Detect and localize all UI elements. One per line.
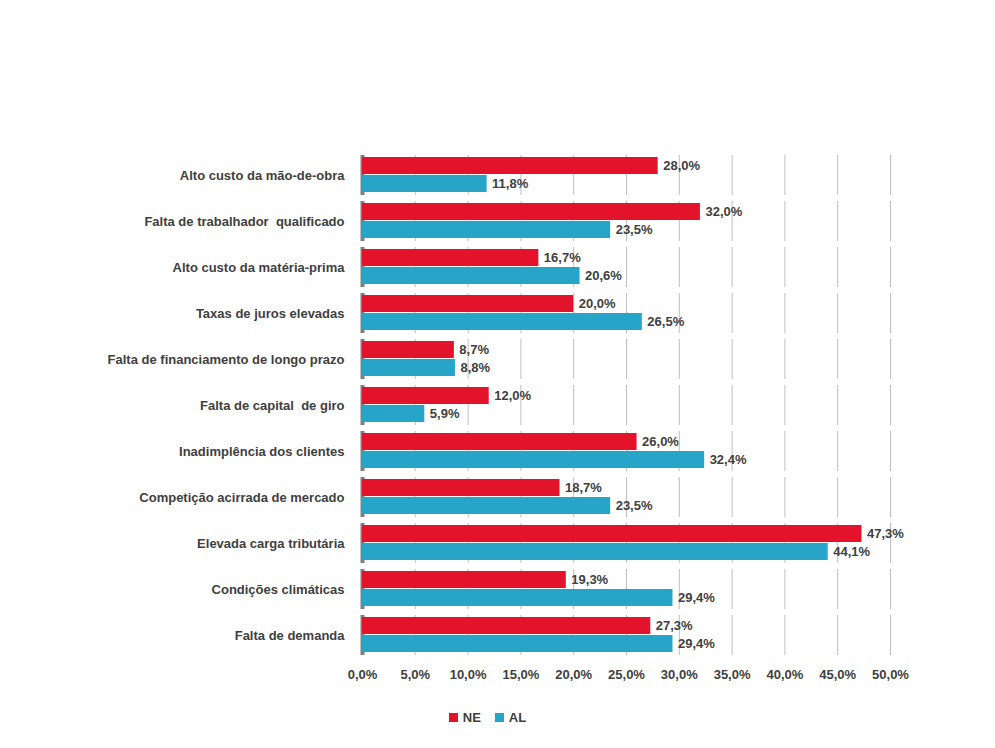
svg-text:Falta de demanda: Falta de demanda bbox=[235, 628, 346, 643]
svg-text:12,0%: 12,0% bbox=[494, 388, 531, 403]
svg-text:28,0%: 28,0% bbox=[663, 158, 700, 173]
svg-text:16,7%: 16,7% bbox=[544, 250, 581, 265]
svg-text:40,0%: 40,0% bbox=[766, 667, 803, 682]
svg-text:32,0%: 32,0% bbox=[705, 204, 742, 219]
svg-text:Alto custo da mão-de-obra: Alto custo da mão-de-obra bbox=[180, 168, 345, 183]
svg-text:10,0%: 10,0% bbox=[450, 667, 487, 682]
svg-text:15,0%: 15,0% bbox=[502, 667, 539, 682]
html-text:NE: NE bbox=[462, 710, 481, 725]
svg-text:8,7%: 8,7% bbox=[459, 342, 489, 357]
svg-text:32,4%: 32,4% bbox=[710, 452, 747, 467]
html-text:AL: AL bbox=[508, 710, 527, 725]
svg-text:Competição acirrada de mercado: Competição acirrada de mercado bbox=[139, 490, 344, 505]
svg-text:26,0%: 26,0% bbox=[642, 434, 679, 449]
svg-text:47,3%: 47,3% bbox=[867, 526, 904, 541]
svg-text:29,4%: 29,4% bbox=[678, 636, 715, 651]
svg-text:26,5%: 26,5% bbox=[647, 314, 684, 329]
svg-text:45,0%: 45,0% bbox=[819, 667, 856, 682]
svg-text:18,7%: 18,7% bbox=[565, 480, 602, 495]
svg-text:20,0%: 20,0% bbox=[555, 667, 592, 682]
svg-text:20,0%: 20,0% bbox=[579, 296, 616, 311]
svg-text:5,0%: 5,0% bbox=[400, 667, 430, 682]
svg-text:5,9%: 5,9% bbox=[430, 406, 460, 421]
svg-text:23,5%: 23,5% bbox=[616, 222, 653, 237]
svg-text:8,8%: 8,8% bbox=[460, 360, 490, 375]
svg-text:50,0%: 50,0% bbox=[872, 667, 909, 682]
svg-text:20,6%: 20,6% bbox=[585, 268, 622, 283]
svg-text:27,3%: 27,3% bbox=[656, 618, 693, 633]
svg-text:Condições climáticas: Condições climáticas bbox=[212, 582, 345, 597]
svg-text:35,0%: 35,0% bbox=[714, 667, 751, 682]
svg-text:Falta de financiamento de long: Falta de financiamento de longo prazo bbox=[108, 352, 345, 367]
svg-text:Inadimplência dos clientes: Inadimplência dos clientes bbox=[179, 444, 344, 459]
svg-text:29,4%: 29,4% bbox=[678, 590, 715, 605]
svg-text:Taxas de juros elevadas: Taxas de juros elevadas bbox=[196, 306, 345, 321]
svg-text:Elevada carga tributária: Elevada carga tributária bbox=[197, 536, 345, 551]
svg-text:25,0%: 25,0% bbox=[608, 667, 645, 682]
svg-text:11,8%: 11,8% bbox=[492, 176, 529, 191]
svg-text:23,5%: 23,5% bbox=[616, 498, 653, 513]
svg-text:0,0%: 0,0% bbox=[348, 667, 378, 682]
svg-text:Falta de trabalhador qualific: Falta de trabalhador qualificado bbox=[144, 214, 344, 229]
svg-text:44,1%: 44,1% bbox=[833, 544, 870, 559]
svg-text:Alto custo da matéria-prima: Alto custo da matéria-prima bbox=[173, 260, 346, 275]
svg-text:30,0%: 30,0% bbox=[661, 667, 698, 682]
svg-text:19,3%: 19,3% bbox=[571, 572, 608, 587]
svg-text:Falta de capital de giro: Falta de capital de giro bbox=[200, 398, 345, 413]
